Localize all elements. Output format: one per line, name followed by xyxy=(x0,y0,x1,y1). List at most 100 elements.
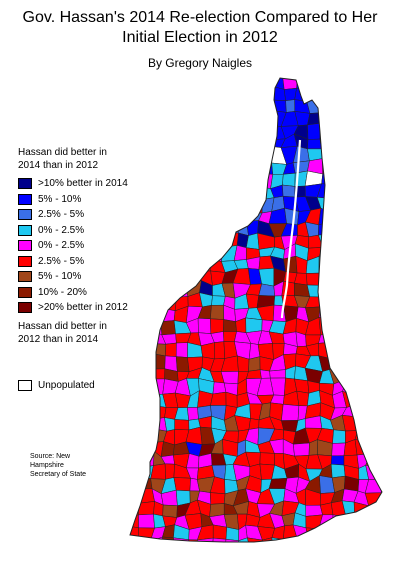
town-cell xyxy=(260,98,275,114)
town-cell xyxy=(317,97,334,116)
town-cell xyxy=(355,524,366,541)
town-cell xyxy=(166,171,179,189)
town-cell xyxy=(137,426,154,444)
town-cell xyxy=(353,268,370,286)
town-cell xyxy=(341,235,359,248)
town-cell xyxy=(364,538,378,542)
town-cell xyxy=(153,78,168,92)
legend-items: >10% better in 2014 5% - 10% 2.5% - 5% 0% -… xyxy=(18,176,168,316)
town-cell xyxy=(305,514,323,530)
town-cell xyxy=(259,550,275,564)
town-cell xyxy=(185,109,199,124)
town-cell xyxy=(354,174,371,186)
town-cell xyxy=(149,98,166,116)
town-cell xyxy=(369,123,382,138)
town-cell xyxy=(130,353,141,372)
map-title-line2: Initial Election in 2012 xyxy=(122,29,278,46)
town-cell xyxy=(213,78,227,91)
town-cell xyxy=(138,513,155,529)
town-cell xyxy=(200,342,215,360)
town-cell xyxy=(130,113,143,125)
town-cell xyxy=(188,549,200,563)
town-cell xyxy=(247,85,262,103)
town-cell xyxy=(245,317,263,333)
town-cell xyxy=(198,98,215,115)
town-cell xyxy=(150,110,166,128)
town-cell xyxy=(318,268,332,286)
town-cell xyxy=(378,293,382,309)
town-cell xyxy=(330,197,344,214)
town-cell xyxy=(214,85,227,102)
town-cell xyxy=(355,380,369,397)
town-cell xyxy=(378,285,382,296)
town-cell xyxy=(342,529,357,541)
legend-footer: Hassan did better in 2012 than in 2014 xyxy=(18,320,168,346)
legend-swatch xyxy=(18,209,32,221)
town-cell xyxy=(248,78,260,90)
town-cell xyxy=(234,148,250,165)
town-cell xyxy=(357,332,367,347)
town-cell xyxy=(222,123,237,139)
town-cell xyxy=(210,304,224,320)
town-cell xyxy=(259,369,271,379)
legend-swatch xyxy=(18,224,32,236)
town-cell xyxy=(332,429,346,444)
town-cell xyxy=(257,146,274,164)
town-cell xyxy=(343,321,359,334)
town-cell xyxy=(245,109,263,125)
town-cell xyxy=(365,78,382,89)
town-cell xyxy=(130,368,140,382)
town-cell xyxy=(246,537,263,542)
town-cell xyxy=(249,550,262,564)
town-cell xyxy=(186,134,203,153)
town-cell xyxy=(210,158,227,177)
town-cell xyxy=(130,536,141,542)
town-cell xyxy=(330,209,344,223)
town-cell xyxy=(379,246,382,260)
town-cell xyxy=(353,86,371,101)
town-cell xyxy=(234,162,250,173)
town-cell xyxy=(368,86,382,99)
town-cell xyxy=(210,220,227,234)
town-cell xyxy=(318,292,334,308)
town-cell xyxy=(162,86,177,100)
town-cell xyxy=(234,109,251,125)
town-cell xyxy=(258,78,276,88)
town-cell xyxy=(224,78,239,91)
town-cell xyxy=(329,355,348,370)
town-cell xyxy=(345,110,358,124)
town-cell xyxy=(364,414,379,432)
town-cell xyxy=(197,185,216,200)
town-cell xyxy=(139,414,155,430)
town-cell xyxy=(381,513,382,530)
town-cell xyxy=(257,137,274,147)
town-cell xyxy=(352,341,369,356)
town-cell xyxy=(342,514,357,531)
source-note: Source: New Hampshire Secretary of State xyxy=(30,452,120,479)
town-cell xyxy=(356,414,370,431)
legend-item: 5% - 10% xyxy=(18,192,168,208)
town-cell xyxy=(341,182,356,199)
town-cell xyxy=(248,170,259,187)
town-cell xyxy=(297,537,309,542)
town-cell xyxy=(162,97,177,116)
town-cell xyxy=(306,284,322,298)
town-cell xyxy=(232,537,252,542)
town-cell xyxy=(370,244,381,260)
town-cell xyxy=(188,222,202,235)
town-cell xyxy=(341,306,359,324)
unpopulated-label: Unpopulated xyxy=(38,380,95,391)
legend-item: 10% - 20% xyxy=(18,285,168,301)
town-cell xyxy=(176,256,187,273)
town-cell xyxy=(319,122,333,140)
town-cell xyxy=(212,554,224,565)
town-cell xyxy=(329,173,347,185)
town-cell xyxy=(380,85,382,103)
town-cell xyxy=(212,524,228,540)
map-title-line1: Gov. Hassan's 2014 Re-election Compared … xyxy=(22,9,378,26)
town-cell xyxy=(367,428,382,443)
town-cell xyxy=(137,123,153,140)
town-cell xyxy=(364,211,382,224)
town-cell xyxy=(378,554,393,565)
town-cell xyxy=(130,525,139,541)
